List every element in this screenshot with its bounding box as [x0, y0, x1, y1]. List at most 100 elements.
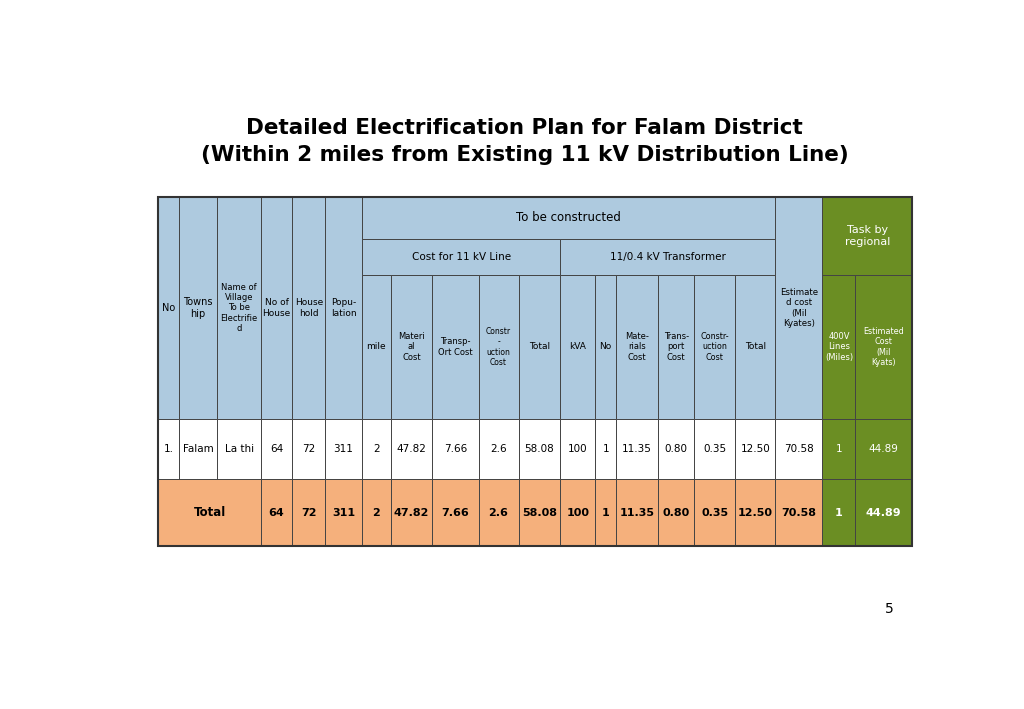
Bar [326, 479, 361, 547]
Text: 2: 2 [373, 444, 380, 454]
Text: Task by
regional: Task by regional [845, 225, 890, 247]
Bar [518, 275, 560, 419]
Text: 2.6: 2.6 [490, 444, 507, 454]
Text: 12.50: 12.50 [738, 508, 773, 518]
Bar [855, 479, 912, 547]
Text: Total: Total [529, 342, 550, 352]
Text: mile: mile [367, 342, 386, 352]
Text: La thi: La thi [224, 444, 254, 454]
Text: 44.89: 44.89 [866, 508, 901, 518]
Bar [158, 419, 179, 479]
Text: kVA: kVA [569, 342, 586, 352]
Bar [560, 419, 595, 479]
Bar [595, 275, 616, 419]
Text: 12.50: 12.50 [740, 444, 770, 454]
Bar [855, 275, 912, 419]
Bar [822, 479, 855, 547]
Bar [822, 419, 855, 479]
Bar [560, 479, 595, 547]
Bar [657, 479, 694, 547]
Bar [179, 419, 217, 479]
Bar [735, 419, 775, 479]
Bar [657, 419, 694, 479]
Bar [158, 479, 261, 547]
Text: (Within 2 miles from Existing 11 kV Distribution Line): (Within 2 miles from Existing 11 kV Dist… [201, 145, 849, 165]
Bar [179, 197, 217, 419]
Text: Popu-
lation: Popu- lation [331, 298, 356, 318]
Bar [855, 419, 912, 479]
Bar [361, 239, 560, 275]
Bar [616, 479, 657, 547]
Bar [261, 197, 292, 419]
Bar [432, 275, 478, 419]
Text: 1: 1 [602, 508, 609, 518]
Text: 7.66: 7.66 [441, 508, 469, 518]
Bar [560, 275, 595, 419]
Text: Estimated
Cost
(Mil
Kyats): Estimated Cost (Mil Kyats) [863, 327, 904, 367]
Text: Total: Total [744, 342, 766, 352]
Bar [292, 479, 326, 547]
Bar [326, 419, 361, 479]
Text: 70.58: 70.58 [784, 444, 814, 454]
Bar [432, 419, 478, 479]
Text: 47.82: 47.82 [396, 444, 426, 454]
Text: 2: 2 [373, 508, 380, 518]
Text: 1: 1 [836, 444, 843, 454]
Bar [518, 419, 560, 479]
Bar [478, 419, 518, 479]
Text: Materi
al
Cost: Materi al Cost [398, 332, 425, 362]
Text: 5: 5 [885, 602, 894, 615]
Bar [158, 197, 912, 547]
Text: 311: 311 [334, 444, 353, 454]
Text: 72: 72 [301, 508, 316, 518]
Text: 72: 72 [302, 444, 315, 454]
Text: 0.80: 0.80 [663, 508, 690, 518]
Bar [478, 275, 518, 419]
Bar [292, 197, 326, 419]
Text: 0.35: 0.35 [701, 508, 728, 518]
Text: 70.58: 70.58 [781, 508, 816, 518]
Text: 11.35: 11.35 [622, 444, 652, 454]
Bar [560, 239, 775, 275]
Bar [361, 419, 390, 479]
Bar [775, 479, 822, 547]
Text: 2.6: 2.6 [488, 508, 509, 518]
Text: 64: 64 [268, 508, 285, 518]
Bar [518, 479, 560, 547]
Bar [694, 275, 735, 419]
Text: Constr
-
uction
Cost: Constr - uction Cost [486, 327, 511, 367]
Bar [390, 275, 432, 419]
Bar [217, 419, 261, 479]
Text: 47.82: 47.82 [394, 508, 429, 518]
Bar [735, 479, 775, 547]
Text: No: No [599, 342, 611, 352]
Bar [361, 479, 390, 547]
Bar [217, 197, 261, 419]
Text: Estimate
d cost
(Mil
Kyates): Estimate d cost (Mil Kyates) [780, 288, 818, 328]
Bar [361, 275, 390, 419]
Text: 0.80: 0.80 [665, 444, 688, 454]
Text: 11.35: 11.35 [620, 508, 654, 518]
Bar [390, 419, 432, 479]
Text: To be constructed: To be constructed [516, 211, 622, 224]
Bar [595, 419, 616, 479]
Text: 1.: 1. [164, 444, 174, 454]
Text: 7.66: 7.66 [443, 444, 467, 454]
Bar [657, 275, 694, 419]
Bar [158, 197, 179, 419]
Text: 1: 1 [602, 444, 609, 454]
Bar [261, 479, 292, 547]
Text: Trans-
port
Cost: Trans- port Cost [664, 332, 689, 362]
Text: 1: 1 [836, 508, 843, 518]
Text: Mate-
rials
Cost: Mate- rials Cost [625, 332, 649, 362]
Bar [432, 479, 478, 547]
Bar [292, 419, 326, 479]
Text: Falam: Falam [183, 444, 214, 454]
Text: Cost for 11 kV Line: Cost for 11 kV Line [412, 252, 511, 262]
Bar [775, 197, 822, 419]
Text: No: No [162, 303, 175, 313]
Bar [595, 479, 616, 547]
Text: No of
House: No of House [262, 298, 291, 318]
Text: 100: 100 [566, 508, 589, 518]
Text: 400V
Lines
(Miles): 400V Lines (Miles) [825, 332, 853, 362]
